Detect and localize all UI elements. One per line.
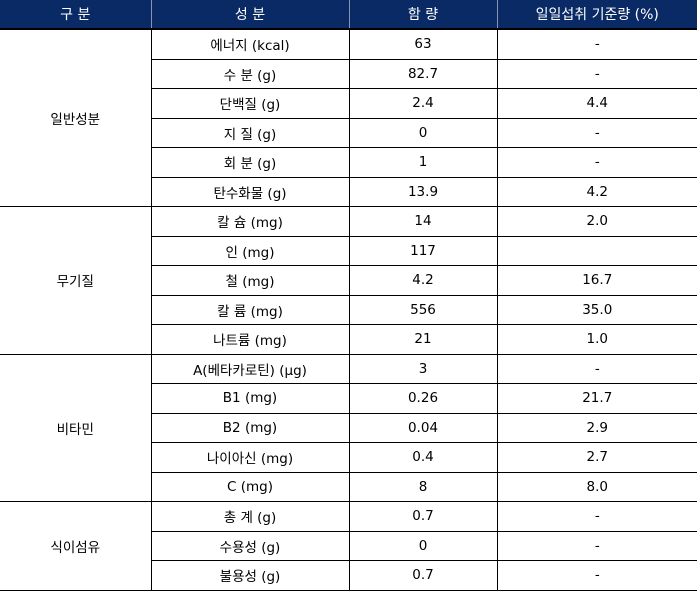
amount-cell: 0 (348, 531, 497, 561)
component-cell: 총 계 (g) (150, 501, 349, 532)
daily-value-cell: 2.7 (496, 442, 697, 473)
daily-value-cell: - (496, 59, 697, 89)
table-row: 나이아신 (mg) 0.4 2.7 (0, 442, 697, 473)
amount-cell: 3 (348, 354, 497, 384)
daily-value-cell: 2.9 (496, 413, 697, 443)
table-row: 단백질 (g) 2.4 4.4 (0, 88, 697, 119)
header-category: 구 분 (0, 0, 151, 30)
amount-cell: 4.2 (348, 265, 497, 296)
header-row: 구 분 성 분 함 량 일일섭취 기준량 (%) (0, 0, 697, 30)
amount-cell: 0 (348, 118, 497, 148)
table-row: 철 (mg) 4.2 16.7 (0, 265, 697, 296)
component-cell: B2 (mg) (150, 413, 349, 443)
component-cell: 칼 슘 (mg) (150, 206, 349, 237)
daily-value-cell: 4.2 (496, 177, 697, 207)
component-cell: 나트륨 (mg) (150, 324, 349, 355)
component-cell: C (mg) (150, 472, 349, 502)
table-header: 구 분 성 분 함 량 일일섭취 기준량 (%) (0, 0, 697, 30)
header-component: 성 분 (150, 0, 349, 30)
daily-value-cell: - (496, 29, 697, 60)
component-cell: 에너지 (kcal) (150, 29, 349, 60)
table-row: 수용성 (g) 0- (0, 531, 697, 561)
table-row: 무기질 칼 슘 (mg) 14 2.0 (0, 206, 697, 355)
daily-value-cell: 35.0 (496, 295, 697, 325)
category-cell: 무기질 (0, 206, 151, 355)
amount-cell: 8 (348, 472, 497, 502)
component-cell: 나이아신 (mg) (150, 442, 349, 473)
amount-cell: 0.4 (348, 442, 497, 473)
component-cell: 탄수화물 (g) (150, 177, 349, 207)
header-daily-value: 일일섭취 기준량 (%) (496, 0, 697, 30)
daily-value-cell: - (496, 147, 697, 178)
amount-cell: 0.7 (348, 501, 497, 532)
amount-cell: 0.26 (348, 383, 497, 414)
table-row: C (mg) 8 8.0 (0, 472, 697, 502)
table-row: B2 (mg) 0.04 2.9 (0, 413, 697, 443)
component-cell: A(베타카로틴) (μg) (150, 354, 349, 384)
table-row: 인 (mg) 117 (0, 236, 697, 266)
header-amount: 함 량 (348, 0, 497, 30)
component-cell: 불용성 (g) (150, 560, 349, 591)
table-row: 비타민 A(베타카로틴) (μg) 3- (0, 354, 697, 502)
daily-value-cell: - (496, 501, 697, 532)
daily-value-cell: - (496, 560, 697, 591)
table-body: 일반성분 에너지 (kcal) 63- 수 분 (g) 82.7- 단백질 (g) 2.4 4… (0, 29, 697, 591)
category-cell: 비타민 (0, 354, 151, 502)
daily-value-cell: 8.0 (496, 472, 697, 502)
amount-cell: 14 (348, 206, 497, 237)
daily-value-cell: - (496, 531, 697, 561)
component-cell: 지 질 (g) (150, 118, 349, 148)
table-row: 나트륨 (mg) 21 1.0 (0, 324, 697, 355)
daily-value-cell: 1.0 (496, 324, 697, 355)
daily-value-cell: - (496, 118, 697, 148)
category-cell: 일반성분 (0, 29, 151, 207)
component-cell: 단백질 (g) (150, 88, 349, 119)
daily-value-cell: 21.7 (496, 383, 697, 414)
daily-value-cell (496, 236, 697, 266)
daily-value-cell: 4.4 (496, 88, 697, 119)
amount-cell: 0.7 (348, 560, 497, 591)
table-row: B1 (mg) 0.26 21.7 (0, 383, 697, 414)
table-row: 일반성분 에너지 (kcal) 63- (0, 29, 697, 207)
component-cell: 칼 륨 (mg) (150, 295, 349, 325)
table-row: 칼 륨 (mg) 556 35.0 (0, 295, 697, 325)
component-cell: 인 (mg) (150, 236, 349, 266)
table-row: 회 분 (g) 1- (0, 147, 697, 178)
daily-value-cell: - (496, 354, 697, 384)
component-cell: 회 분 (g) (150, 147, 349, 178)
daily-value-cell: 16.7 (496, 265, 697, 296)
table-row: 지 질 (g) 0- (0, 118, 697, 148)
amount-cell: 82.7 (348, 59, 497, 89)
amount-cell: 13.9 (348, 177, 497, 207)
table-row: 탄수화물 (g) 13.9 4.2 (0, 177, 697, 207)
component-cell: 수용성 (g) (150, 531, 349, 561)
table-row: 수 분 (g) 82.7- (0, 59, 697, 89)
category-cell: 식이섬유 (0, 501, 151, 591)
amount-cell: 0.04 (348, 413, 497, 443)
amount-cell: 1 (348, 147, 497, 178)
amount-cell: 556 (348, 295, 497, 325)
amount-cell: 2.4 (348, 88, 497, 119)
table-row: 불용성 (g) 0.7- (0, 560, 697, 591)
amount-cell: 21 (348, 324, 497, 355)
component-cell: B1 (mg) (150, 383, 349, 414)
table-row: 식이섬유 총 계 (g) 0.7- (0, 501, 697, 591)
amount-cell: 117 (348, 236, 497, 266)
component-cell: 수 분 (g) (150, 59, 349, 89)
daily-value-cell: 2.0 (496, 206, 697, 237)
amount-cell: 63 (348, 29, 497, 60)
component-cell: 철 (mg) (150, 265, 349, 296)
